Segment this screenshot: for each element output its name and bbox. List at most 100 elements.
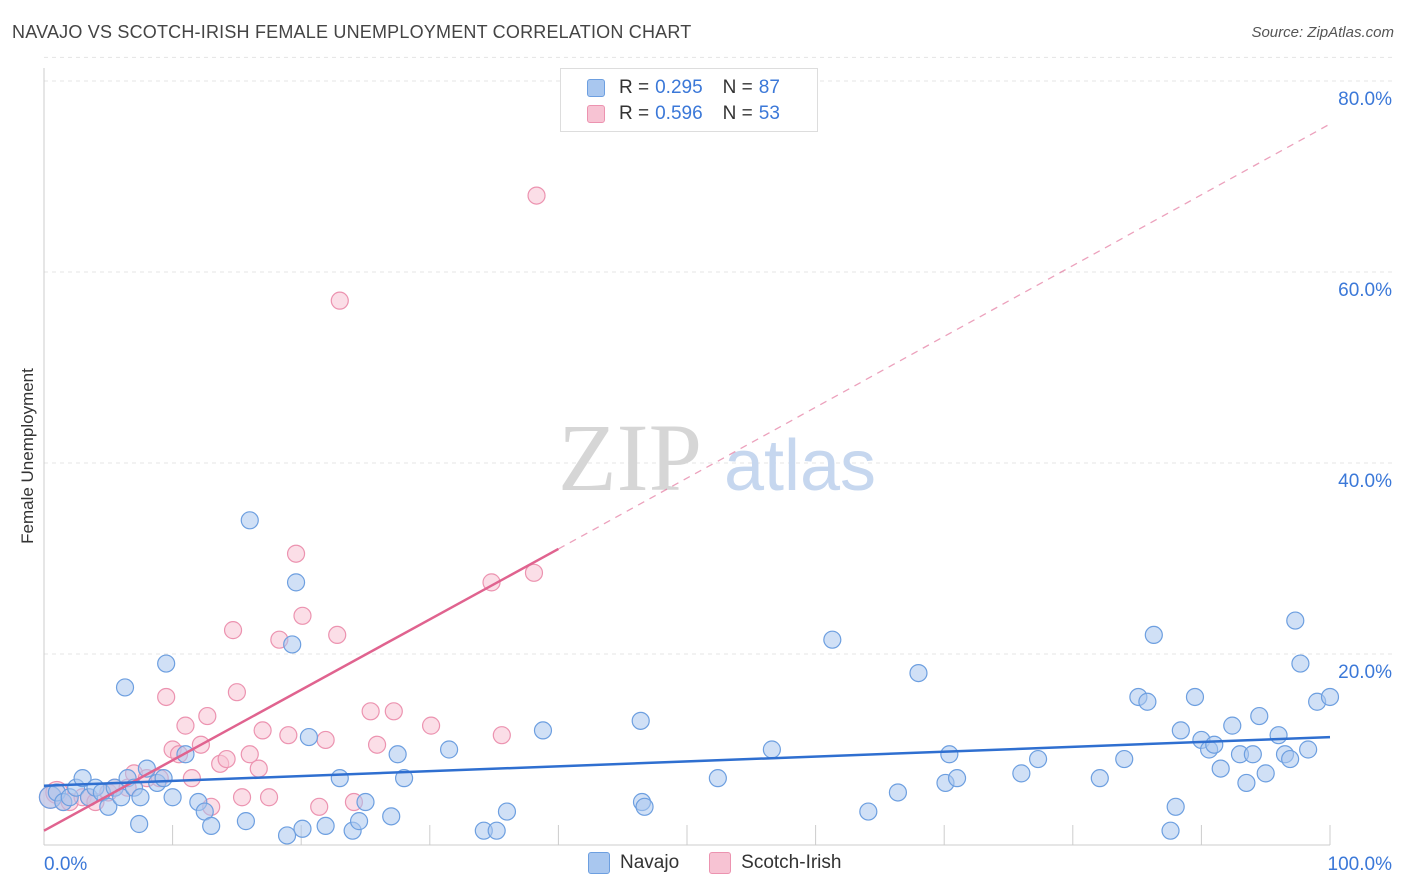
navajo-point [888, 783, 908, 802]
scotch-irish-point [182, 769, 201, 788]
navajo-point [394, 769, 414, 788]
navajo-point [382, 807, 401, 826]
navajo-point [1250, 706, 1269, 726]
navajo-point [1161, 821, 1180, 840]
navajo-point [947, 769, 967, 788]
correlation-legend: R = 0.295 N = 87 R = 0.596 N = 53 [560, 68, 818, 132]
scotch-irish-point [223, 621, 243, 640]
navajo-point [1166, 797, 1185, 816]
chart-title: NAVAJO VS SCOTCH-IRISH FEMALE UNEMPLOYME… [12, 22, 692, 42]
navajo-point [823, 630, 842, 649]
navajo-point [283, 635, 302, 654]
navajo-point [388, 745, 407, 764]
scotch-irish-point [330, 291, 349, 310]
navajo-point [1171, 721, 1190, 740]
scotch-irish-point [328, 625, 347, 645]
scotch-irish-point [157, 687, 176, 707]
scotch-irish-point [253, 721, 272, 740]
trend-lines [43, 123, 1331, 832]
navajo-point [131, 788, 150, 807]
legend-item-scotch-irish[interactable]: Scotch-Irish [709, 852, 841, 874]
navajo-point [631, 711, 650, 730]
navajo-point [202, 816, 221, 836]
scotch-irish-point [492, 726, 511, 745]
n-value: 87 [758, 77, 780, 98]
scotch-irish-point [217, 749, 236, 769]
scotch-irish-point [249, 759, 268, 778]
navajo-point [497, 802, 517, 821]
navajo-point [286, 573, 306, 592]
watermark-atlas: atlas [724, 426, 876, 506]
scotch-irish-point [527, 186, 546, 205]
navajo-point [1090, 769, 1109, 788]
source-attribution: Source: ZipAtlas.com [1251, 24, 1394, 41]
navajo-point [762, 740, 781, 759]
y-tick-label: 60.0% [1338, 280, 1392, 301]
watermark-zip: ZIP [558, 404, 702, 511]
navajo-point [1299, 740, 1318, 759]
navajo-point [1205, 735, 1224, 754]
scotch-irish-point [240, 745, 259, 764]
scotch-irish-point [279, 726, 298, 745]
y-tick-label: 20.0% [1338, 662, 1392, 683]
scotch-irish-point [176, 716, 195, 735]
tick-labels: 20.0% 40.0% 60.0% 80.0% 0.0% 100.0% [44, 89, 1392, 875]
navajo-point [859, 802, 878, 821]
scotch-irish-point [232, 788, 252, 807]
legend-item-navajo[interactable]: Navajo [588, 852, 679, 874]
navajo-point [1320, 687, 1340, 707]
navajo-point [356, 792, 375, 812]
navajo-point [277, 826, 297, 845]
navajo-point [533, 721, 553, 740]
scotch-irish-point [198, 706, 217, 726]
navajo-point [1185, 687, 1205, 707]
scotch-irish-point [259, 788, 279, 807]
n-value: 53 [758, 103, 780, 124]
scotch-irish-points [38, 186, 546, 816]
scotch-irish-swatch [587, 105, 605, 123]
r-label: R = [619, 77, 650, 98]
navajo-point [1269, 726, 1288, 745]
navajo-point [1028, 749, 1048, 769]
y-tick-label: 40.0% [1338, 471, 1392, 492]
navajo-point [1291, 654, 1310, 673]
scotch-irish-legend-swatch [709, 852, 732, 874]
navajo-point [1144, 625, 1163, 645]
y-tick-label: 80.0% [1338, 89, 1392, 110]
scotch-irish-point [421, 716, 441, 735]
scotch-irish-point [293, 606, 312, 625]
n-label: N = [722, 77, 753, 98]
legend-row-navajo: R = 0.295 N = 87 [587, 76, 780, 100]
navajo-legend-swatch [588, 852, 610, 874]
legend-row-scotch-irish: R = 0.596 N = 53 [587, 102, 780, 126]
scotch-irish-point [227, 683, 246, 702]
navajo-point [236, 812, 256, 831]
navajo-point [1211, 759, 1230, 778]
series-legend: Navajo Scotch-Irish [588, 852, 871, 874]
navajo-point [1138, 692, 1157, 711]
navajo-point [299, 727, 319, 747]
navajo-point [115, 678, 135, 697]
navajo-point [1281, 749, 1300, 769]
navajo-point [349, 812, 369, 831]
navajo-point [1115, 749, 1134, 769]
navajo-point [293, 819, 312, 838]
scotch-irish-point [384, 702, 403, 721]
scotch-irish-point [316, 730, 335, 750]
scotch-irish-point [367, 735, 387, 754]
navajo-point [1243, 745, 1262, 764]
navajo-point [909, 663, 928, 683]
scotch-irish-trend-extension [558, 123, 1331, 550]
legend-label-scotch-irish: Scotch-Irish [741, 852, 842, 873]
navajo-point [130, 814, 149, 834]
r-value: 0.295 [655, 77, 703, 98]
navajo-point [940, 745, 959, 764]
navajo-point [157, 654, 176, 673]
scotch-irish-point [361, 702, 380, 721]
navajo-point [1256, 764, 1275, 783]
r-label: R = [619, 103, 650, 124]
scotch-irish-point [524, 563, 544, 582]
navajo-point [154, 769, 173, 788]
legend-label-navajo: Navajo [620, 852, 680, 873]
